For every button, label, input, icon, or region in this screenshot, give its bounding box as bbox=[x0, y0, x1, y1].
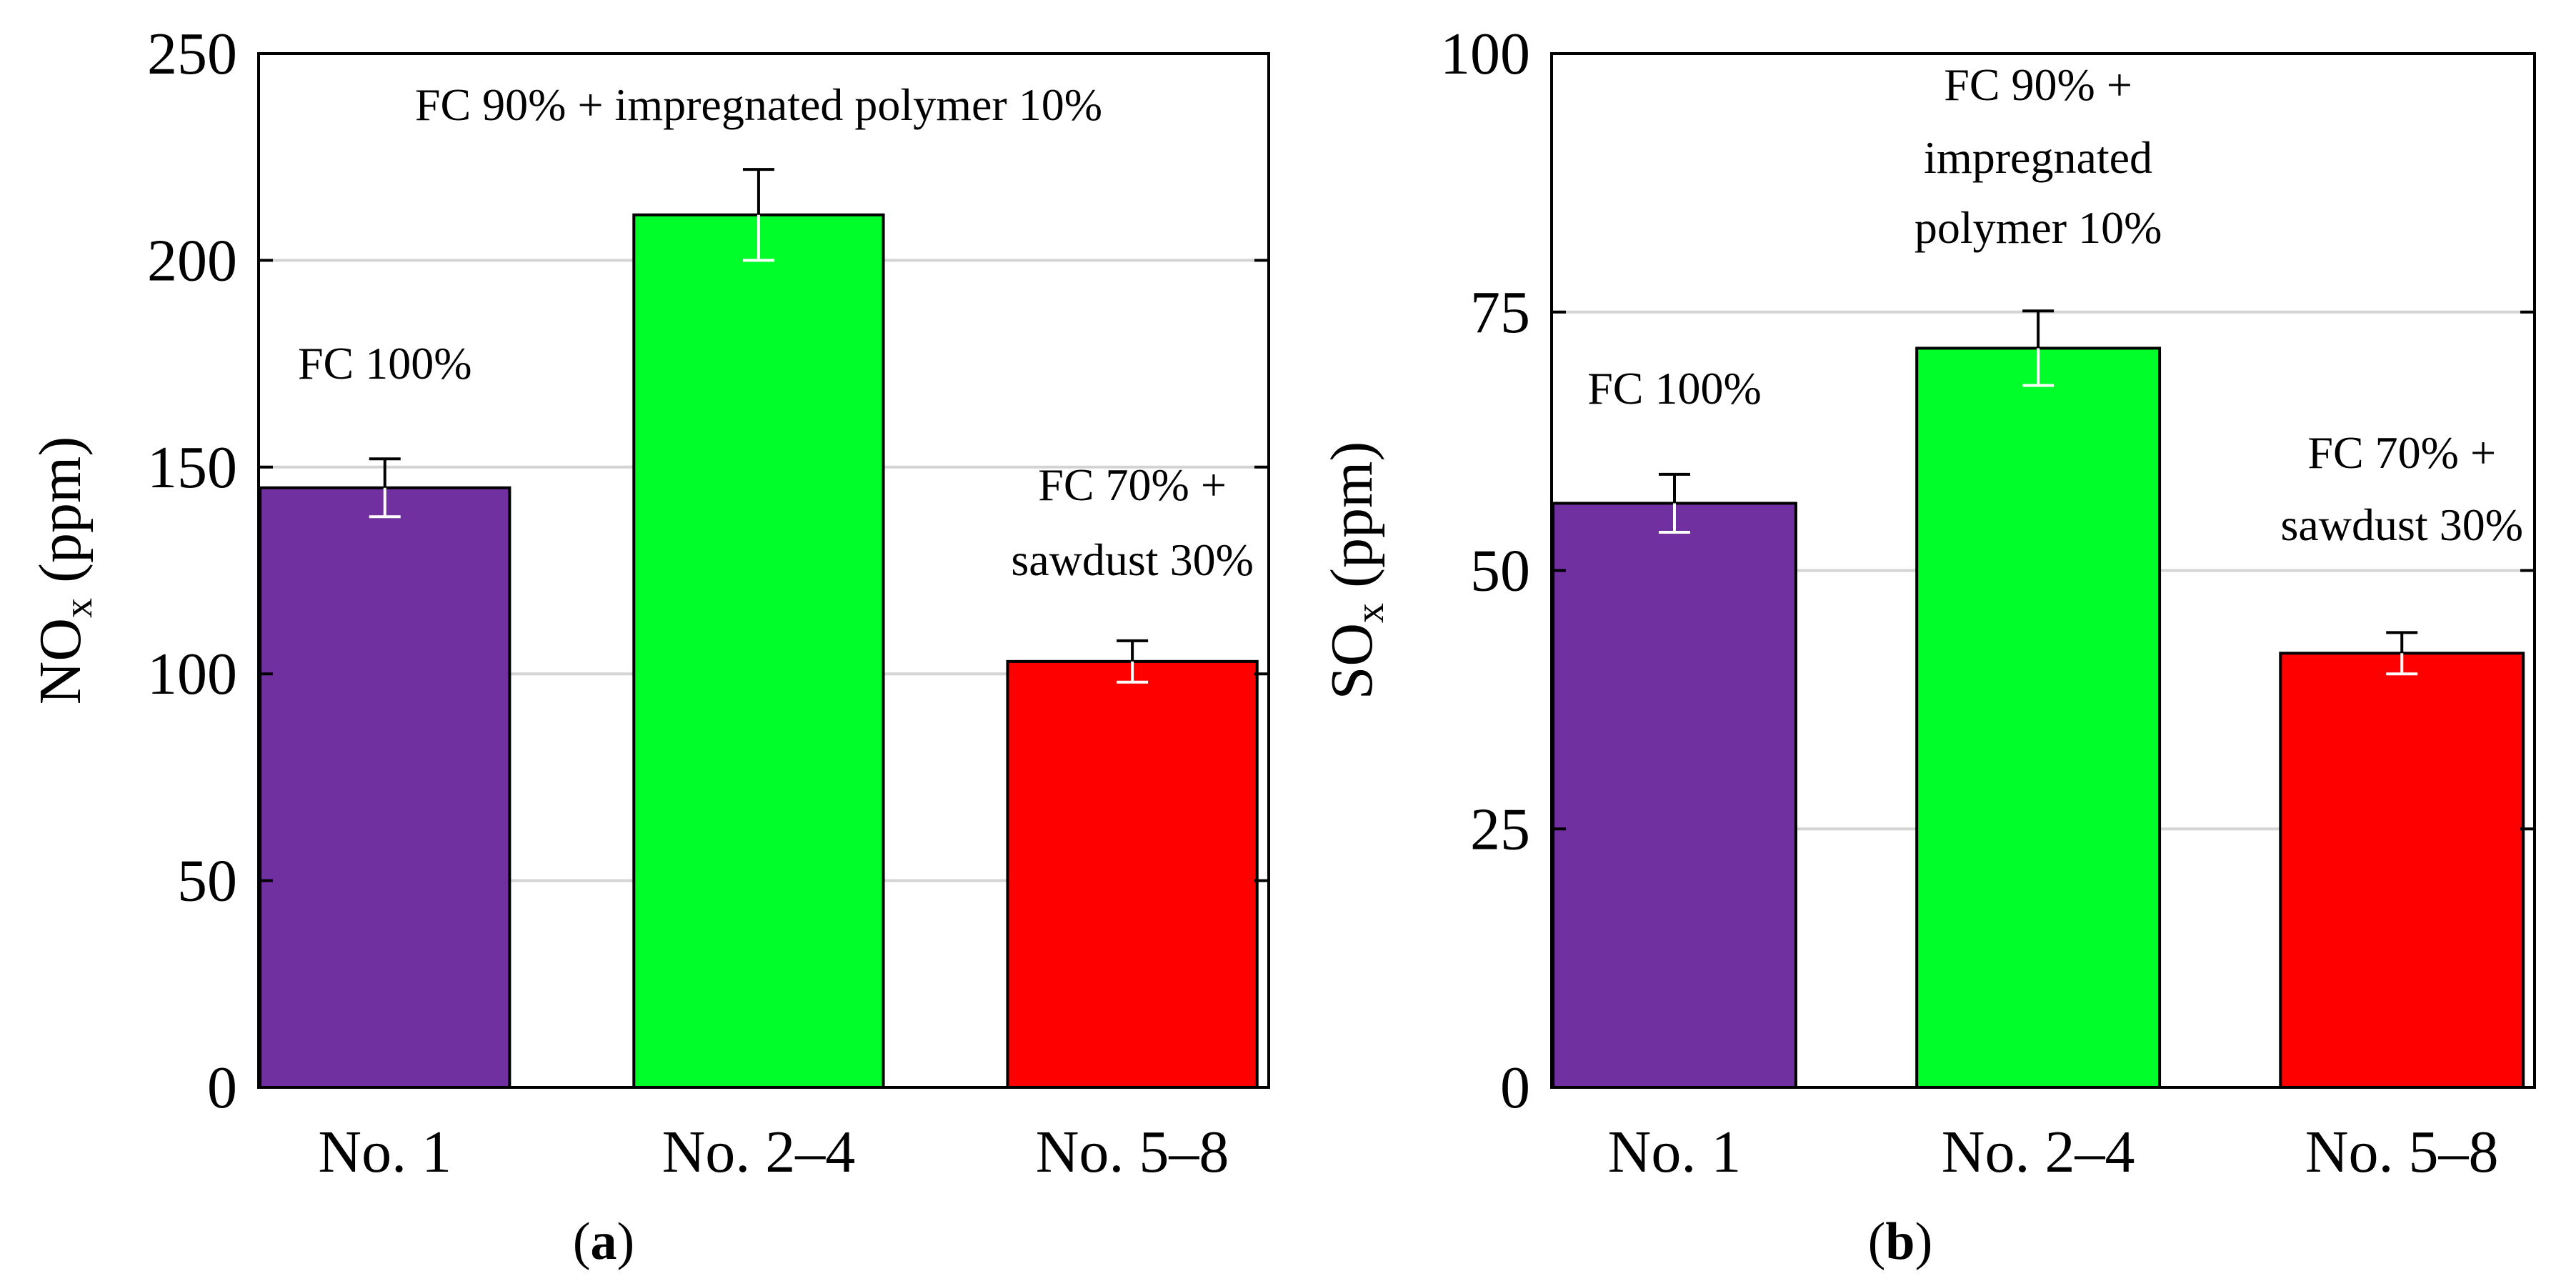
bar-annotation: sawdust 30% bbox=[2280, 499, 2523, 550]
bar bbox=[2279, 652, 2525, 1089]
y-axis-title: SOx (ppm) bbox=[1319, 442, 1392, 700]
x-tick-label: No. 2–4 bbox=[1942, 1119, 2135, 1185]
y-tick-label: 150 bbox=[147, 434, 237, 501]
bar-annotation: FC 90% + bbox=[1944, 59, 2132, 110]
panel-label-letter: a bbox=[591, 1212, 617, 1271]
bar-annotation: polymer 10% bbox=[1914, 202, 2162, 253]
panel-label: (a) bbox=[573, 1212, 634, 1271]
y-tick-label: 50 bbox=[1470, 538, 1530, 604]
panel-label-close: ) bbox=[617, 1212, 635, 1271]
y-axis-title-main: NO bbox=[27, 618, 94, 704]
bar-annotation: sawdust 30% bbox=[1011, 534, 1254, 585]
y-tick-label: 0 bbox=[207, 1055, 237, 1121]
x-tick-label: No. 1 bbox=[1608, 1119, 1742, 1185]
y-axis-title-main: SO bbox=[1319, 623, 1385, 699]
x-tick-label: No. 1 bbox=[318, 1119, 451, 1185]
bar bbox=[1915, 347, 2162, 1089]
bar-annotation: FC 70% + bbox=[1038, 459, 1227, 510]
bar bbox=[259, 486, 511, 1089]
y-tick-label: 100 bbox=[147, 641, 237, 707]
bar-annotation: FC 100% bbox=[298, 338, 472, 389]
x-tick-label: No. 5–8 bbox=[2305, 1119, 2499, 1185]
x-tick-label: No. 2–4 bbox=[662, 1119, 856, 1185]
panel-a-chart: No. 1 No. 2–4 No. 5–8 FC 100% FC 90% + impre… bbox=[27, 21, 1270, 1271]
bar bbox=[632, 213, 885, 1089]
plot-frame bbox=[257, 52, 1270, 1089]
bar bbox=[1006, 659, 1259, 1089]
y-axis-title-subscript: x bbox=[1348, 603, 1392, 623]
panel-label-open: ( bbox=[1868, 1212, 1886, 1271]
y-tick-label: 75 bbox=[1470, 279, 1530, 346]
y-tick-label: 0 bbox=[1500, 1055, 1530, 1121]
y-tick-label: 250 bbox=[147, 21, 237, 87]
y-tick-label: 200 bbox=[147, 227, 237, 294]
bar-annotation: FC 90% + impregnated polymer 10% bbox=[415, 79, 1102, 130]
panel-b-chart: No. 1 No. 2–4 No. 5–8 FC 100% FC 90% + impreg… bbox=[1319, 21, 2536, 1271]
y-axis-title-unit: (ppm) bbox=[1319, 442, 1385, 603]
bar-annotation: FC 100% bbox=[1587, 363, 1762, 414]
bar bbox=[1552, 502, 1797, 1089]
panel-label-close: ) bbox=[1915, 1212, 1933, 1271]
bar-annotation: impregnated bbox=[1924, 132, 2152, 183]
panel-label-letter: b bbox=[1885, 1212, 1914, 1271]
y-axis-title-unit: (ppm) bbox=[27, 437, 94, 598]
panel-label-open: ( bbox=[573, 1212, 591, 1271]
y-axis-title-subscript: x bbox=[56, 598, 101, 618]
y-tick-label: 25 bbox=[1470, 796, 1530, 862]
y-tick-label: 100 bbox=[1440, 21, 1530, 87]
y-tick-label: 50 bbox=[177, 848, 237, 914]
bar-annotation: FC 70% + bbox=[2307, 427, 2496, 478]
x-tick-label: No. 5–8 bbox=[1036, 1119, 1229, 1185]
y-axis-title: NOx (ppm) bbox=[27, 437, 101, 705]
panel-label: (b) bbox=[1868, 1212, 1932, 1271]
